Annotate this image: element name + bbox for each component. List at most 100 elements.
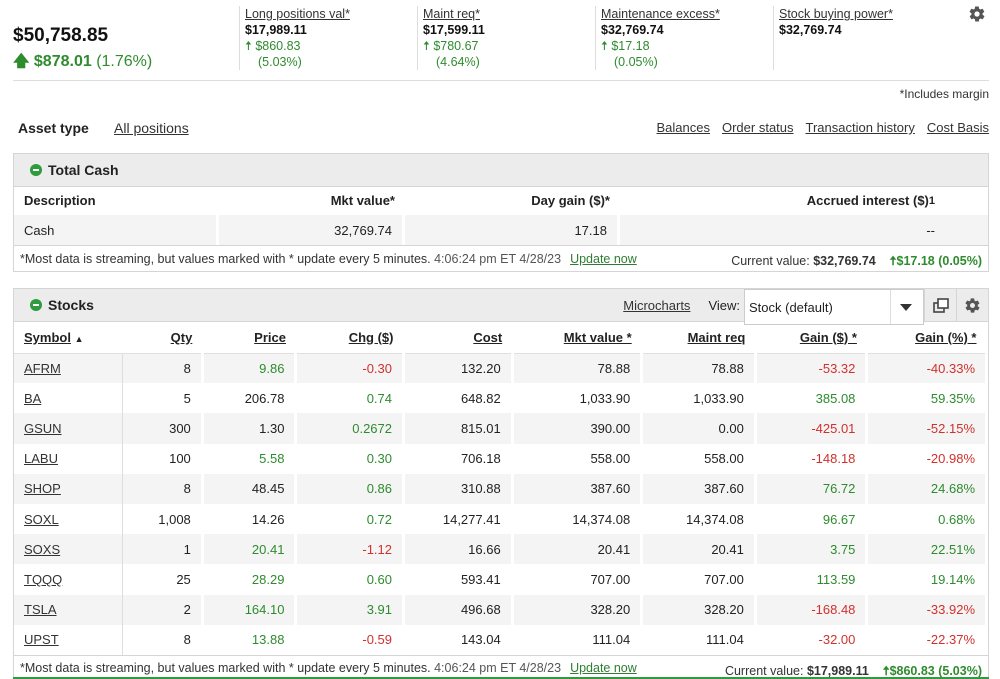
current-value-amount: $17,989.11 — [806, 663, 869, 678]
mkt-value-cell: 20.41 — [597, 541, 631, 557]
symbol-link[interactable]: GSUN — [24, 420, 62, 436]
col-qty-label[interactable]: Qty — [170, 329, 193, 345]
maintenance-excess-label[interactable]: Maintenance excess* — [601, 7, 720, 21]
order-status-link[interactable]: Order status — [721, 120, 794, 135]
current-value-change: $860.83 (5.03%) — [889, 663, 982, 678]
up-arrow-icon: 🠅 — [882, 663, 890, 678]
qty-cell: 8 — [183, 360, 191, 376]
maint-req-change: $780.67 — [433, 39, 479, 53]
col-gain-pct[interactable]: Gain (%) * — [866, 322, 987, 354]
price-cell: 206.78 — [244, 390, 285, 406]
col-gain[interactable]: Gain ($) * — [755, 322, 867, 354]
gain-cell: -32.00 — [818, 632, 856, 648]
symbol-link[interactable]: UPST — [24, 632, 59, 648]
symbol-link[interactable]: SHOP — [24, 481, 61, 497]
bottom-accent-bar — [13, 677, 989, 679]
maintenance-excess-change-pct: (0.05%) — [614, 55, 658, 69]
col-gain-label[interactable]: Gain ($) * — [799, 329, 857, 345]
microcharts-link[interactable]: Microcharts — [623, 298, 691, 313]
gain-pct-cell: -22.37% — [926, 632, 975, 648]
gain-pct-cell: -20.98% — [926, 451, 975, 467]
view-label: View: — [708, 298, 740, 313]
symbol-link[interactable]: AFRM — [24, 360, 61, 376]
col-symbol-label[interactable]: Symbol — [24, 329, 71, 345]
long-positions-change-pct: (5.03%) — [258, 55, 302, 69]
symbol-link[interactable]: BA — [24, 390, 42, 406]
symbol-link[interactable]: SOXL — [24, 511, 59, 527]
gain-cell: -53.32 — [818, 360, 856, 376]
table-row: TQQQ 25 28.29 0.60 593.41 707.00 707.00 113.59 1… — [14, 564, 988, 595]
cost-cell: 143.04 — [460, 632, 501, 648]
price-cell: 9.86 — [259, 360, 285, 376]
col-price-label[interactable]: Price — [254, 329, 286, 345]
gain-cell: 385.08 — [815, 390, 856, 406]
popout-icon[interactable] — [924, 289, 956, 322]
col-mkt-value-label[interactable]: Mkt value * — [563, 329, 632, 345]
col-chg-label[interactable]: Chg ($) — [348, 329, 394, 345]
chg-cell: 0.72 — [366, 511, 392, 527]
balances-link[interactable]: Balances — [656, 120, 710, 135]
current-value-label: Current value: — [724, 663, 804, 678]
col-cost[interactable]: Cost — [403, 322, 513, 354]
qty-cell: 100 — [169, 451, 191, 467]
gear-icon[interactable] — [968, 5, 986, 23]
symbol-link[interactable]: SOXS — [24, 541, 61, 557]
long-positions-label[interactable]: Long positions val* — [245, 7, 350, 21]
collapse-icon[interactable] — [30, 299, 42, 311]
cost-cell: 706.18 — [460, 451, 501, 467]
cash-col-mkt-value: Mkt value* — [330, 193, 395, 208]
view-select[interactable]: Stock (default) — [744, 289, 924, 325]
summary-stock-buying-power: Stock buying power* $32,769.74 — [773, 6, 951, 70]
maint-req-cell: 558.00 — [704, 451, 744, 467]
up-arrow-icon: 🡅 — [13, 53, 30, 70]
mkt-value-cell: 387.60 — [590, 481, 631, 497]
symbol-link[interactable]: TSLA — [24, 602, 57, 618]
col-mkt-value[interactable]: Mkt value * — [512, 322, 642, 354]
symbol-link[interactable]: TQQQ — [24, 571, 63, 587]
cost-cell: 648.82 — [460, 390, 501, 406]
transaction-history-link[interactable]: Transaction history — [805, 120, 915, 135]
up-arrow-icon: 🠅 — [423, 39, 430, 53]
gain-pct-cell: 0.68% — [938, 511, 975, 527]
settings-gear-icon[interactable] — [956, 289, 988, 322]
cash-footer: *Most data is streaming, but values mark… — [14, 245, 988, 271]
col-maint-req-label[interactable]: Maint req — [687, 329, 746, 345]
collapse-icon[interactable] — [30, 164, 42, 176]
all-positions-link[interactable]: All positions — [114, 120, 189, 136]
cash-header-row: Description Mkt value* Day gain ($)* Acc… — [14, 187, 988, 215]
total-account-value: $50,758.85 — [13, 25, 109, 46]
col-cost-label[interactable]: Cost — [473, 329, 503, 345]
update-timestamp: 4:06:24 pm ET 4/28/23 — [434, 661, 562, 676]
stocks-toggle[interactable]: Stocks — [30, 297, 94, 313]
maint-req-cell: 78.88 — [711, 360, 744, 376]
gain-cell: -425.01 — [811, 420, 856, 436]
up-arrow-icon: 🠅 — [601, 39, 608, 53]
update-now-link[interactable]: Update now — [570, 251, 637, 266]
stock-buying-power-label[interactable]: Stock buying power* — [779, 7, 893, 21]
mkt-value-cell: 558.00 — [590, 451, 631, 467]
mkt-value-cell: 1,033.90 — [579, 390, 631, 406]
total-cash-header: Total Cash — [14, 154, 988, 187]
gain-cell: 96.67 — [822, 511, 856, 527]
cash-description: Cash — [14, 215, 219, 245]
table-row: BA 5 206.78 0.74 648.82 1,033.90 1,033.90 385.0… — [14, 383, 988, 414]
cash-mkt-value: 32,769.74 — [219, 215, 405, 245]
chg-cell: 0.86 — [366, 481, 392, 497]
symbol-link[interactable]: LABU — [24, 451, 58, 467]
maint-req-label[interactable]: Maint req* — [423, 7, 480, 21]
total-cash-toggle[interactable]: Total Cash — [30, 162, 119, 178]
col-symbol[interactable]: Symbol ▲ — [14, 322, 123, 354]
col-qty[interactable]: Qty — [122, 322, 203, 354]
mkt-value-cell: 328.20 — [590, 602, 631, 618]
price-cell: 164.10 — [244, 602, 285, 618]
col-gain-pct-label[interactable]: Gain (%) * — [915, 329, 977, 345]
col-price[interactable]: Price — [202, 322, 296, 354]
qty-cell: 25 — [176, 571, 191, 587]
account-links: Balances Order status Transaction histor… — [657, 120, 990, 135]
mkt-value-cell: 707.00 — [590, 571, 631, 587]
cost-basis-link[interactable]: Cost Basis — [926, 120, 989, 135]
update-now-link[interactable]: Update now — [570, 661, 637, 676]
col-chg[interactable]: Chg ($) — [295, 322, 404, 354]
col-maint-req[interactable]: Maint req — [641, 322, 756, 354]
chevron-down-icon[interactable] — [900, 304, 912, 311]
